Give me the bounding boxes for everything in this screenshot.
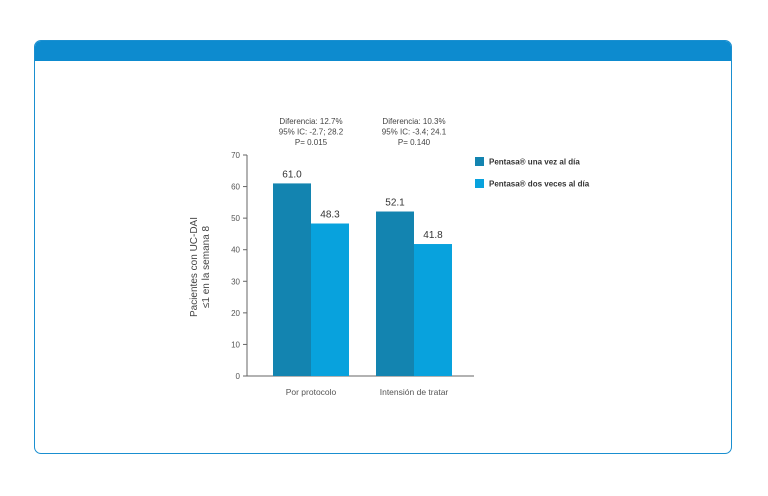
y-tick-label: 10	[231, 340, 240, 349]
bar-value-label: 52.1	[385, 198, 405, 209]
card-header-bar	[35, 41, 731, 61]
bar	[273, 183, 311, 376]
bar-value-label: 41.8	[423, 230, 443, 241]
x-category-label: Intensión de tratar	[380, 387, 449, 397]
legend-label: Pentasa® dos veces al día	[489, 180, 590, 189]
difference-annotation-line: P= 0.140	[398, 138, 431, 147]
difference-annotation-line: Diferencia: 12.7%	[279, 117, 342, 126]
chart-card	[34, 40, 732, 454]
legend-label: Pentasa® una vez al día	[489, 158, 580, 167]
y-tick-label: 60	[231, 183, 240, 192]
difference-annotation-line: 95% IC: -3.4; 24.1	[382, 128, 447, 137]
y-axis-title-line: Pacientes con UC-DAI	[189, 217, 200, 317]
bar-value-label: 48.3	[320, 210, 340, 221]
y-tick-label: 50	[231, 214, 240, 223]
y-tick-label: 70	[231, 151, 240, 160]
x-category-label: Por protocolo	[286, 387, 337, 397]
y-axis-title-line: ≤1 en la semana 8	[201, 225, 212, 308]
difference-annotation-line: P= 0.015	[295, 138, 328, 147]
legend-swatch	[475, 179, 484, 188]
legend-swatch	[475, 157, 484, 166]
difference-annotation-line: Diferencia: 10.3%	[382, 117, 445, 126]
bar	[311, 223, 349, 376]
y-tick-label: 40	[231, 246, 240, 255]
bar-value-label: 61.0	[282, 169, 302, 180]
difference-annotation-line: 95% IC: -2.7; 28.2	[279, 128, 344, 137]
bar	[376, 211, 414, 376]
y-tick-label: 20	[231, 309, 240, 318]
y-tick-label: 0	[236, 372, 241, 381]
bar	[414, 244, 452, 376]
y-tick-label: 30	[231, 277, 240, 286]
